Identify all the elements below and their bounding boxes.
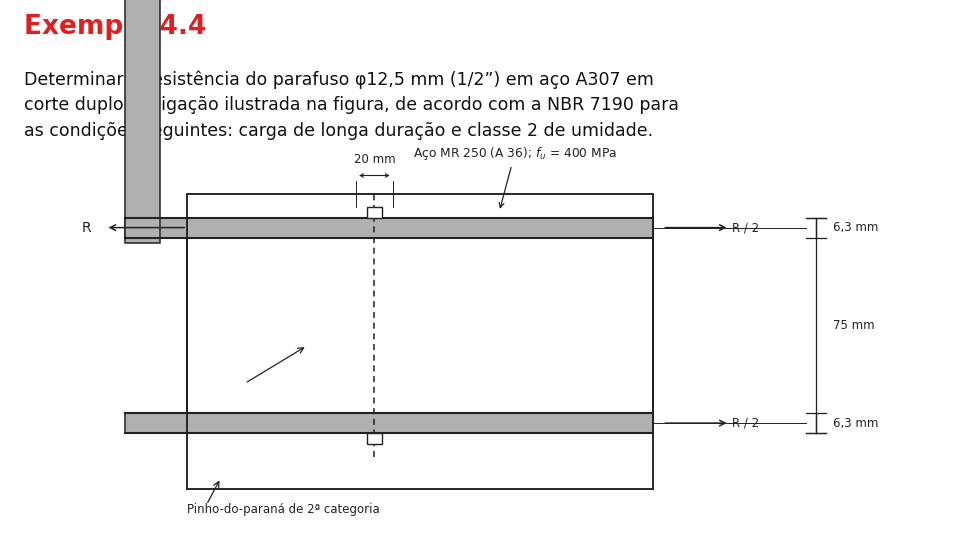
Bar	[125, 413, 653, 433]
Bar	[187, 194, 653, 489]
Bar	[125, 218, 653, 238]
Text: 6,3 mm: 6,3 mm	[833, 221, 878, 234]
Text: R / 2: R / 2	[732, 416, 759, 430]
Text: Aço MR 250 (A 36); $f_u$ = 400 MPa: Aço MR 250 (A 36); $f_u$ = 400 MPa	[413, 145, 616, 208]
Text: R: R	[82, 221, 91, 234]
Text: 75 mm: 75 mm	[833, 319, 875, 332]
Text: Determinar a resistência do parafuso φ12,5 mm (1/2”) em aço A307 em
corte duplo : Determinar a resistência do parafuso φ12…	[24, 70, 679, 140]
Bar	[367, 433, 382, 444]
Bar	[125, 0, 160, 243]
Text: 20 mm: 20 mm	[353, 153, 396, 166]
Text: Pinho-do-paraná de 2ª categoria: Pinho-do-paraná de 2ª categoria	[187, 503, 380, 516]
Text: Exemplo 4.4: Exemplo 4.4	[24, 14, 206, 39]
Bar	[367, 207, 382, 218]
Text: 6,3 mm: 6,3 mm	[833, 416, 878, 430]
Text: R / 2: R / 2	[732, 221, 759, 234]
